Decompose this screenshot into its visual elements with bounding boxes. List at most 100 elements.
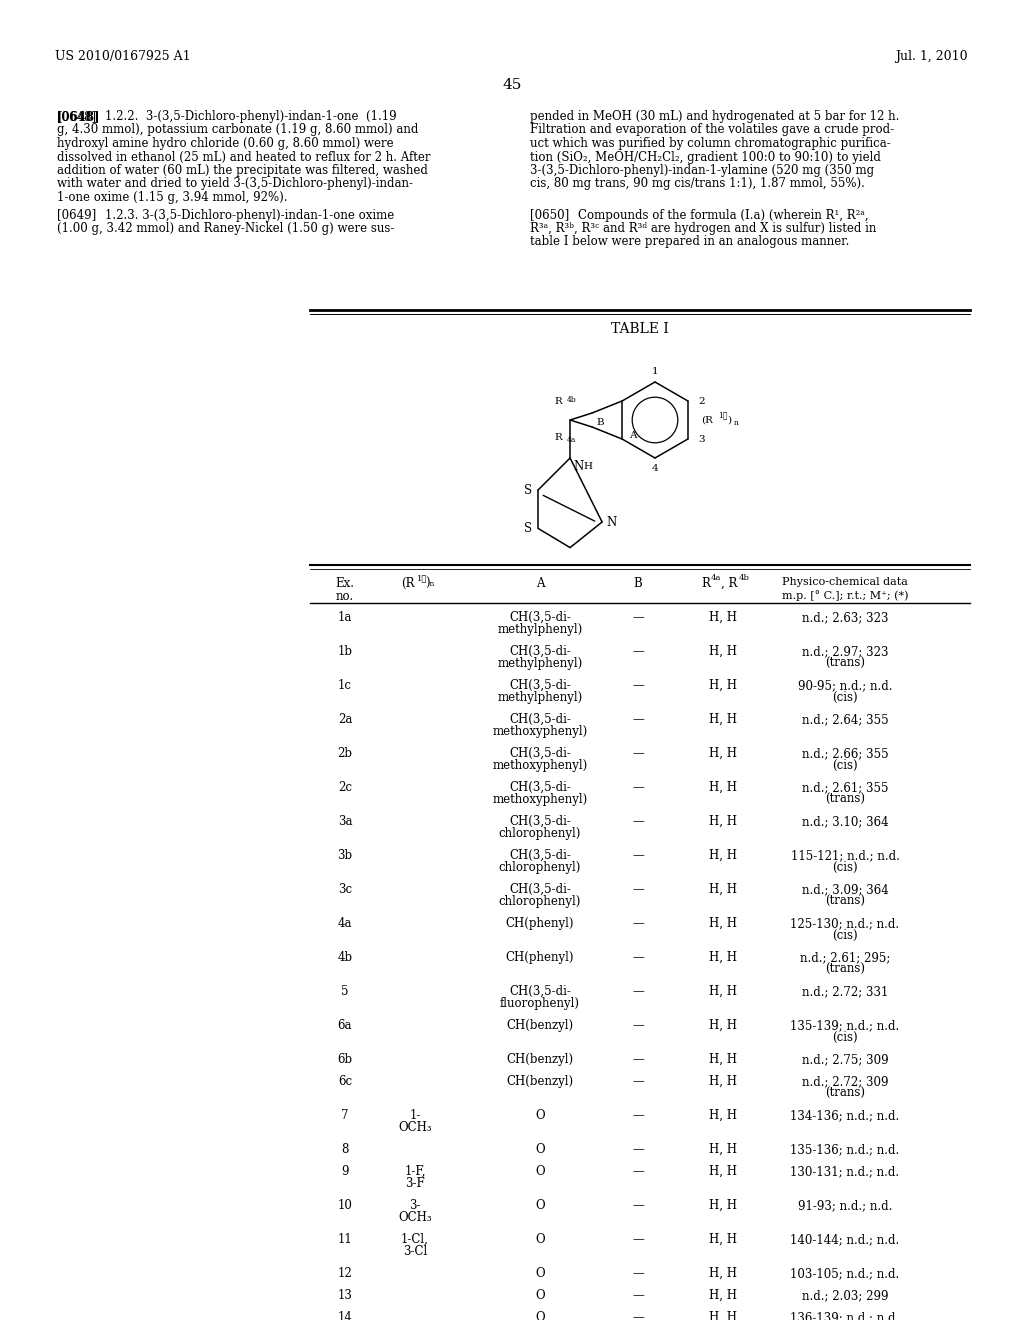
- Text: H: H: [583, 462, 592, 471]
- Text: H, H: H, H: [709, 1199, 737, 1212]
- Text: —: —: [632, 985, 644, 998]
- Text: —: —: [632, 713, 644, 726]
- Text: —: —: [632, 781, 644, 795]
- Text: 1a: 1a: [338, 611, 352, 624]
- Text: methylphenyl): methylphenyl): [498, 657, 583, 671]
- Text: 45: 45: [503, 78, 521, 92]
- Text: 1ℓ: 1ℓ: [417, 574, 427, 582]
- Text: H, H: H, H: [709, 611, 737, 624]
- Text: 4a: 4a: [711, 574, 721, 582]
- Text: , R: , R: [721, 577, 737, 590]
- Text: (cis): (cis): [833, 861, 858, 874]
- Text: 14: 14: [338, 1311, 352, 1320]
- Text: —: —: [632, 1074, 644, 1088]
- Text: 3-: 3-: [410, 1199, 421, 1212]
- Text: hydroxyl amine hydro chloride (0.60 g, 8.60 mmol) were: hydroxyl amine hydro chloride (0.60 g, 8…: [57, 137, 393, 150]
- Text: n.d.; 2.97; 323: n.d.; 2.97; 323: [802, 645, 888, 657]
- Text: 4b: 4b: [739, 574, 750, 582]
- Text: n.d.; 3.10; 364: n.d.; 3.10; 364: [802, 814, 888, 828]
- Text: [0648]: [0648]: [57, 110, 100, 123]
- Text: (1.00 g, 3.42 mmol) and Raney-Nickel (1.50 g) were sus-: (1.00 g, 3.42 mmol) and Raney-Nickel (1.…: [57, 222, 394, 235]
- Text: US 2010/0167925 A1: US 2010/0167925 A1: [55, 50, 190, 63]
- Text: 1-F,: 1-F,: [404, 1166, 426, 1177]
- Text: 3c: 3c: [338, 883, 352, 896]
- Text: 3-(3,5-Dichloro-phenyl)-indan-1-ylamine (520 mg (350 mg: 3-(3,5-Dichloro-phenyl)-indan-1-ylamine …: [530, 164, 874, 177]
- Text: N: N: [573, 459, 584, 473]
- Text: O: O: [536, 1166, 545, 1177]
- Text: CH(3,5-di-: CH(3,5-di-: [509, 645, 571, 657]
- Text: H, H: H, H: [709, 678, 737, 692]
- Text: H, H: H, H: [709, 883, 737, 896]
- Text: A: A: [629, 432, 637, 441]
- Text: TABLE I: TABLE I: [611, 322, 669, 337]
- Text: methylphenyl): methylphenyl): [498, 623, 583, 636]
- Text: 8: 8: [341, 1143, 349, 1156]
- Text: 1.2.2.  3-(3,5-Dichloro-phenyl)-indan-1-one  (1.19: 1.2.2. 3-(3,5-Dichloro-phenyl)-indan-1-o…: [105, 110, 396, 123]
- Text: H, H: H, H: [709, 1166, 737, 1177]
- Text: CH(benzyl): CH(benzyl): [507, 1019, 573, 1032]
- Text: m.p. [° C.]; r.t.; M⁺; (*): m.p. [° C.]; r.t.; M⁺; (*): [781, 590, 908, 601]
- Text: 135-139; n.d.; n.d.: 135-139; n.d.; n.d.: [791, 1019, 900, 1032]
- Text: n.d.; 2.75; 309: n.d.; 2.75; 309: [802, 1053, 888, 1067]
- Text: with water and dried to yield 3-(3,5-Dichloro-phenyl)-indan-: with water and dried to yield 3-(3,5-Dic…: [57, 177, 413, 190]
- Text: 1-Cl,: 1-Cl,: [401, 1233, 429, 1246]
- Text: CH(phenyl): CH(phenyl): [506, 917, 574, 931]
- Text: (trans): (trans): [825, 657, 865, 671]
- Text: g, 4.30 mmol), potassium carbonate (1.19 g, 8.60 mmol) and: g, 4.30 mmol), potassium carbonate (1.19…: [57, 124, 419, 136]
- Text: —: —: [632, 1166, 644, 1177]
- Text: CH(3,5-di-: CH(3,5-di-: [509, 985, 571, 998]
- Text: 5: 5: [341, 985, 349, 998]
- Text: (R: (R: [701, 416, 713, 425]
- Text: H, H: H, H: [709, 950, 737, 964]
- Text: no.: no.: [336, 590, 354, 603]
- Text: CH(3,5-di-: CH(3,5-di-: [509, 883, 571, 896]
- Text: cis, 80 mg trans, 90 mg cis/trans 1:1), 1.87 mmol, 55%).: cis, 80 mg trans, 90 mg cis/trans 1:1), …: [530, 177, 865, 190]
- Text: CH(3,5-di-: CH(3,5-di-: [509, 781, 571, 795]
- Text: O: O: [536, 1143, 545, 1156]
- Text: —: —: [632, 917, 644, 931]
- Text: 2: 2: [698, 396, 705, 405]
- Text: 3-F: 3-F: [406, 1177, 425, 1191]
- Text: n.d.; 2.72; 309: n.d.; 2.72; 309: [802, 1074, 888, 1088]
- Text: H, H: H, H: [709, 1311, 737, 1320]
- Text: H, H: H, H: [709, 814, 737, 828]
- Text: —: —: [632, 611, 644, 624]
- Text: B: B: [596, 418, 604, 426]
- Text: )ₙ: )ₙ: [425, 577, 434, 590]
- Text: n.d.; 2.66; 355: n.d.; 2.66; 355: [802, 747, 888, 760]
- Text: —: —: [632, 678, 644, 692]
- Text: S: S: [524, 483, 532, 496]
- Text: —: —: [632, 1267, 644, 1280]
- Text: 135-136; n.d.; n.d.: 135-136; n.d.; n.d.: [791, 1143, 900, 1156]
- Text: S: S: [524, 521, 532, 535]
- Text: 134-136; n.d.; n.d.: 134-136; n.d.; n.d.: [791, 1109, 900, 1122]
- Text: 12: 12: [338, 1267, 352, 1280]
- Text: (R: (R: [401, 577, 415, 590]
- Text: methoxyphenyl): methoxyphenyl): [493, 725, 588, 738]
- Text: —: —: [632, 1109, 644, 1122]
- Text: —: —: [632, 645, 644, 657]
- Text: CH(3,5-di-: CH(3,5-di-: [509, 849, 571, 862]
- Text: H, H: H, H: [709, 713, 737, 726]
- Text: 1-: 1-: [410, 1109, 421, 1122]
- Text: 6c: 6c: [338, 1074, 352, 1088]
- Text: OCH₃: OCH₃: [398, 1121, 432, 1134]
- Text: tion (SiO₂, MeOH/CH₂Cl₂, gradient 100:0 to 90:10) to yield: tion (SiO₂, MeOH/CH₂Cl₂, gradient 100:0 …: [530, 150, 881, 164]
- Text: ): ): [727, 416, 731, 425]
- Text: R: R: [554, 397, 562, 407]
- Text: Jul. 1, 2010: Jul. 1, 2010: [895, 50, 968, 63]
- Text: (cis): (cis): [833, 690, 858, 704]
- Text: A: A: [536, 577, 544, 590]
- Text: 1.2.3. 3-(3,5-Dichloro-phenyl)-indan-1-one oxime: 1.2.3. 3-(3,5-Dichloro-phenyl)-indan-1-o…: [105, 209, 394, 222]
- Text: 9: 9: [341, 1166, 349, 1177]
- Text: —: —: [632, 747, 644, 760]
- Text: —: —: [632, 1233, 644, 1246]
- Text: 4: 4: [651, 465, 658, 473]
- Text: Ex.: Ex.: [336, 577, 354, 590]
- Text: 103-105; n.d.; n.d.: 103-105; n.d.; n.d.: [791, 1267, 900, 1280]
- Text: 1-one oxime (1.15 g, 3.94 mmol, 92%).: 1-one oxime (1.15 g, 3.94 mmol, 92%).: [57, 191, 288, 205]
- Text: 2c: 2c: [338, 781, 352, 795]
- Text: R: R: [701, 577, 710, 590]
- Text: O: O: [536, 1233, 545, 1246]
- Text: methylphenyl): methylphenyl): [498, 690, 583, 704]
